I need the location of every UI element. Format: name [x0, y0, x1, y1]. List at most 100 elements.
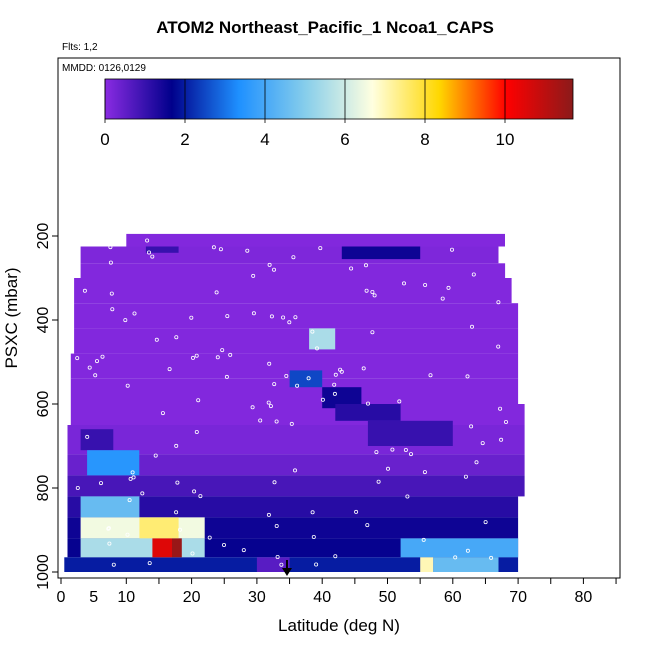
sample-marker	[251, 311, 256, 316]
x-tick-label: 20	[183, 589, 201, 606]
colorbar-tick-label: 6	[340, 130, 349, 149]
heatmap-cell	[67, 475, 525, 497]
sample-marker	[474, 460, 479, 465]
sample-marker	[469, 324, 474, 329]
sample-marker	[108, 245, 113, 250]
sample-marker	[95, 359, 100, 364]
sample-marker	[354, 509, 359, 514]
sample-marker	[110, 307, 115, 312]
sample-marker	[310, 510, 315, 515]
sample-marker	[449, 247, 454, 252]
sample-marker	[332, 382, 337, 387]
sample-marker	[130, 470, 135, 475]
heatmap-cells	[64, 233, 525, 572]
heatmap-cell	[64, 557, 519, 572]
sample-marker	[272, 382, 277, 387]
sample-marker	[403, 447, 408, 452]
sample-marker	[267, 262, 272, 267]
heatmap-cell	[80, 429, 114, 451]
sample-marker	[190, 355, 195, 360]
x-tick-label: 0	[57, 589, 66, 606]
x-tick-label: 70	[509, 589, 527, 606]
sample-marker	[123, 318, 128, 323]
sample-marker	[332, 391, 337, 396]
sample-markers	[75, 238, 508, 567]
heatmap-cell	[420, 557, 434, 572]
y-tick-label: 1000	[35, 554, 52, 590]
y-tick-label: 800	[35, 475, 52, 502]
sample-marker	[75, 356, 80, 361]
sample-marker	[218, 247, 223, 252]
x-tick-label: 80	[575, 589, 593, 606]
sample-marker	[333, 372, 338, 377]
sample-marker	[147, 561, 152, 566]
y-axis: 200 400 600 800 1000	[35, 223, 58, 590]
sample-marker	[333, 554, 338, 559]
sample-marker	[320, 397, 325, 402]
sample-marker	[109, 291, 114, 296]
sample-marker	[453, 555, 458, 560]
sample-marker	[374, 450, 379, 455]
sample-marker	[489, 555, 494, 560]
sample-marker	[221, 543, 226, 548]
sample-marker	[250, 405, 255, 410]
mmdd-label: MMDD: 0126,0129	[62, 63, 146, 74]
sample-marker	[274, 524, 279, 529]
sample-marker	[174, 443, 179, 448]
x-axis: 0 5 10 20 30 40 50 60 70 80	[57, 578, 617, 606]
sample-marker	[370, 289, 375, 294]
sample-marker	[192, 489, 197, 494]
heatmap-cell	[80, 246, 499, 264]
heatmap-cell	[172, 538, 182, 558]
colorbar-tick-label: 4	[260, 130, 269, 149]
sample-marker	[496, 344, 501, 349]
sample-marker	[498, 406, 503, 411]
sample-marker	[174, 510, 179, 515]
heatmap-cell	[400, 538, 519, 558]
sample-marker	[310, 329, 315, 334]
sample-marker	[291, 255, 296, 260]
sample-marker	[499, 437, 504, 442]
heatmap-cell	[80, 538, 205, 558]
sample-marker	[241, 548, 246, 553]
sample-marker	[194, 429, 199, 434]
sample-marker	[287, 320, 292, 325]
heatmap-cell	[367, 420, 453, 446]
sample-marker	[314, 562, 319, 567]
heatmap-cell	[70, 404, 525, 425]
y-tick-label: 600	[35, 391, 52, 418]
sample-marker	[174, 335, 179, 340]
heatmap-cell	[67, 425, 525, 455]
sample-marker	[390, 447, 395, 452]
sample-marker	[465, 374, 470, 379]
heatmap-cell	[256, 557, 290, 572]
sample-marker	[364, 288, 369, 293]
sample-marker	[267, 361, 272, 366]
heatmap-cell	[145, 246, 179, 253]
sample-marker	[463, 474, 468, 479]
sample-marker	[274, 419, 279, 424]
sample-marker	[99, 481, 104, 486]
heatmap-cell	[289, 370, 323, 388]
sample-marker	[269, 314, 274, 319]
sample-marker	[503, 419, 508, 424]
y-tick-label: 200	[35, 223, 52, 250]
sample-marker	[224, 374, 229, 379]
sample-marker	[306, 376, 311, 381]
sample-marker	[496, 300, 501, 305]
heatmap-cell	[433, 557, 499, 572]
sample-marker	[167, 367, 172, 372]
sample-marker	[153, 453, 158, 458]
heatmap-cell	[126, 233, 506, 247]
sample-marker	[272, 480, 277, 485]
sample-marker	[198, 494, 203, 499]
sample-marker	[376, 479, 381, 484]
sample-marker	[228, 352, 233, 357]
sample-marker	[211, 245, 216, 250]
colorbar-tick-label: 10	[496, 130, 515, 149]
sample-marker	[338, 367, 343, 372]
sample-marker	[214, 290, 219, 295]
sample-marker	[125, 383, 130, 388]
sample-marker	[128, 476, 133, 481]
